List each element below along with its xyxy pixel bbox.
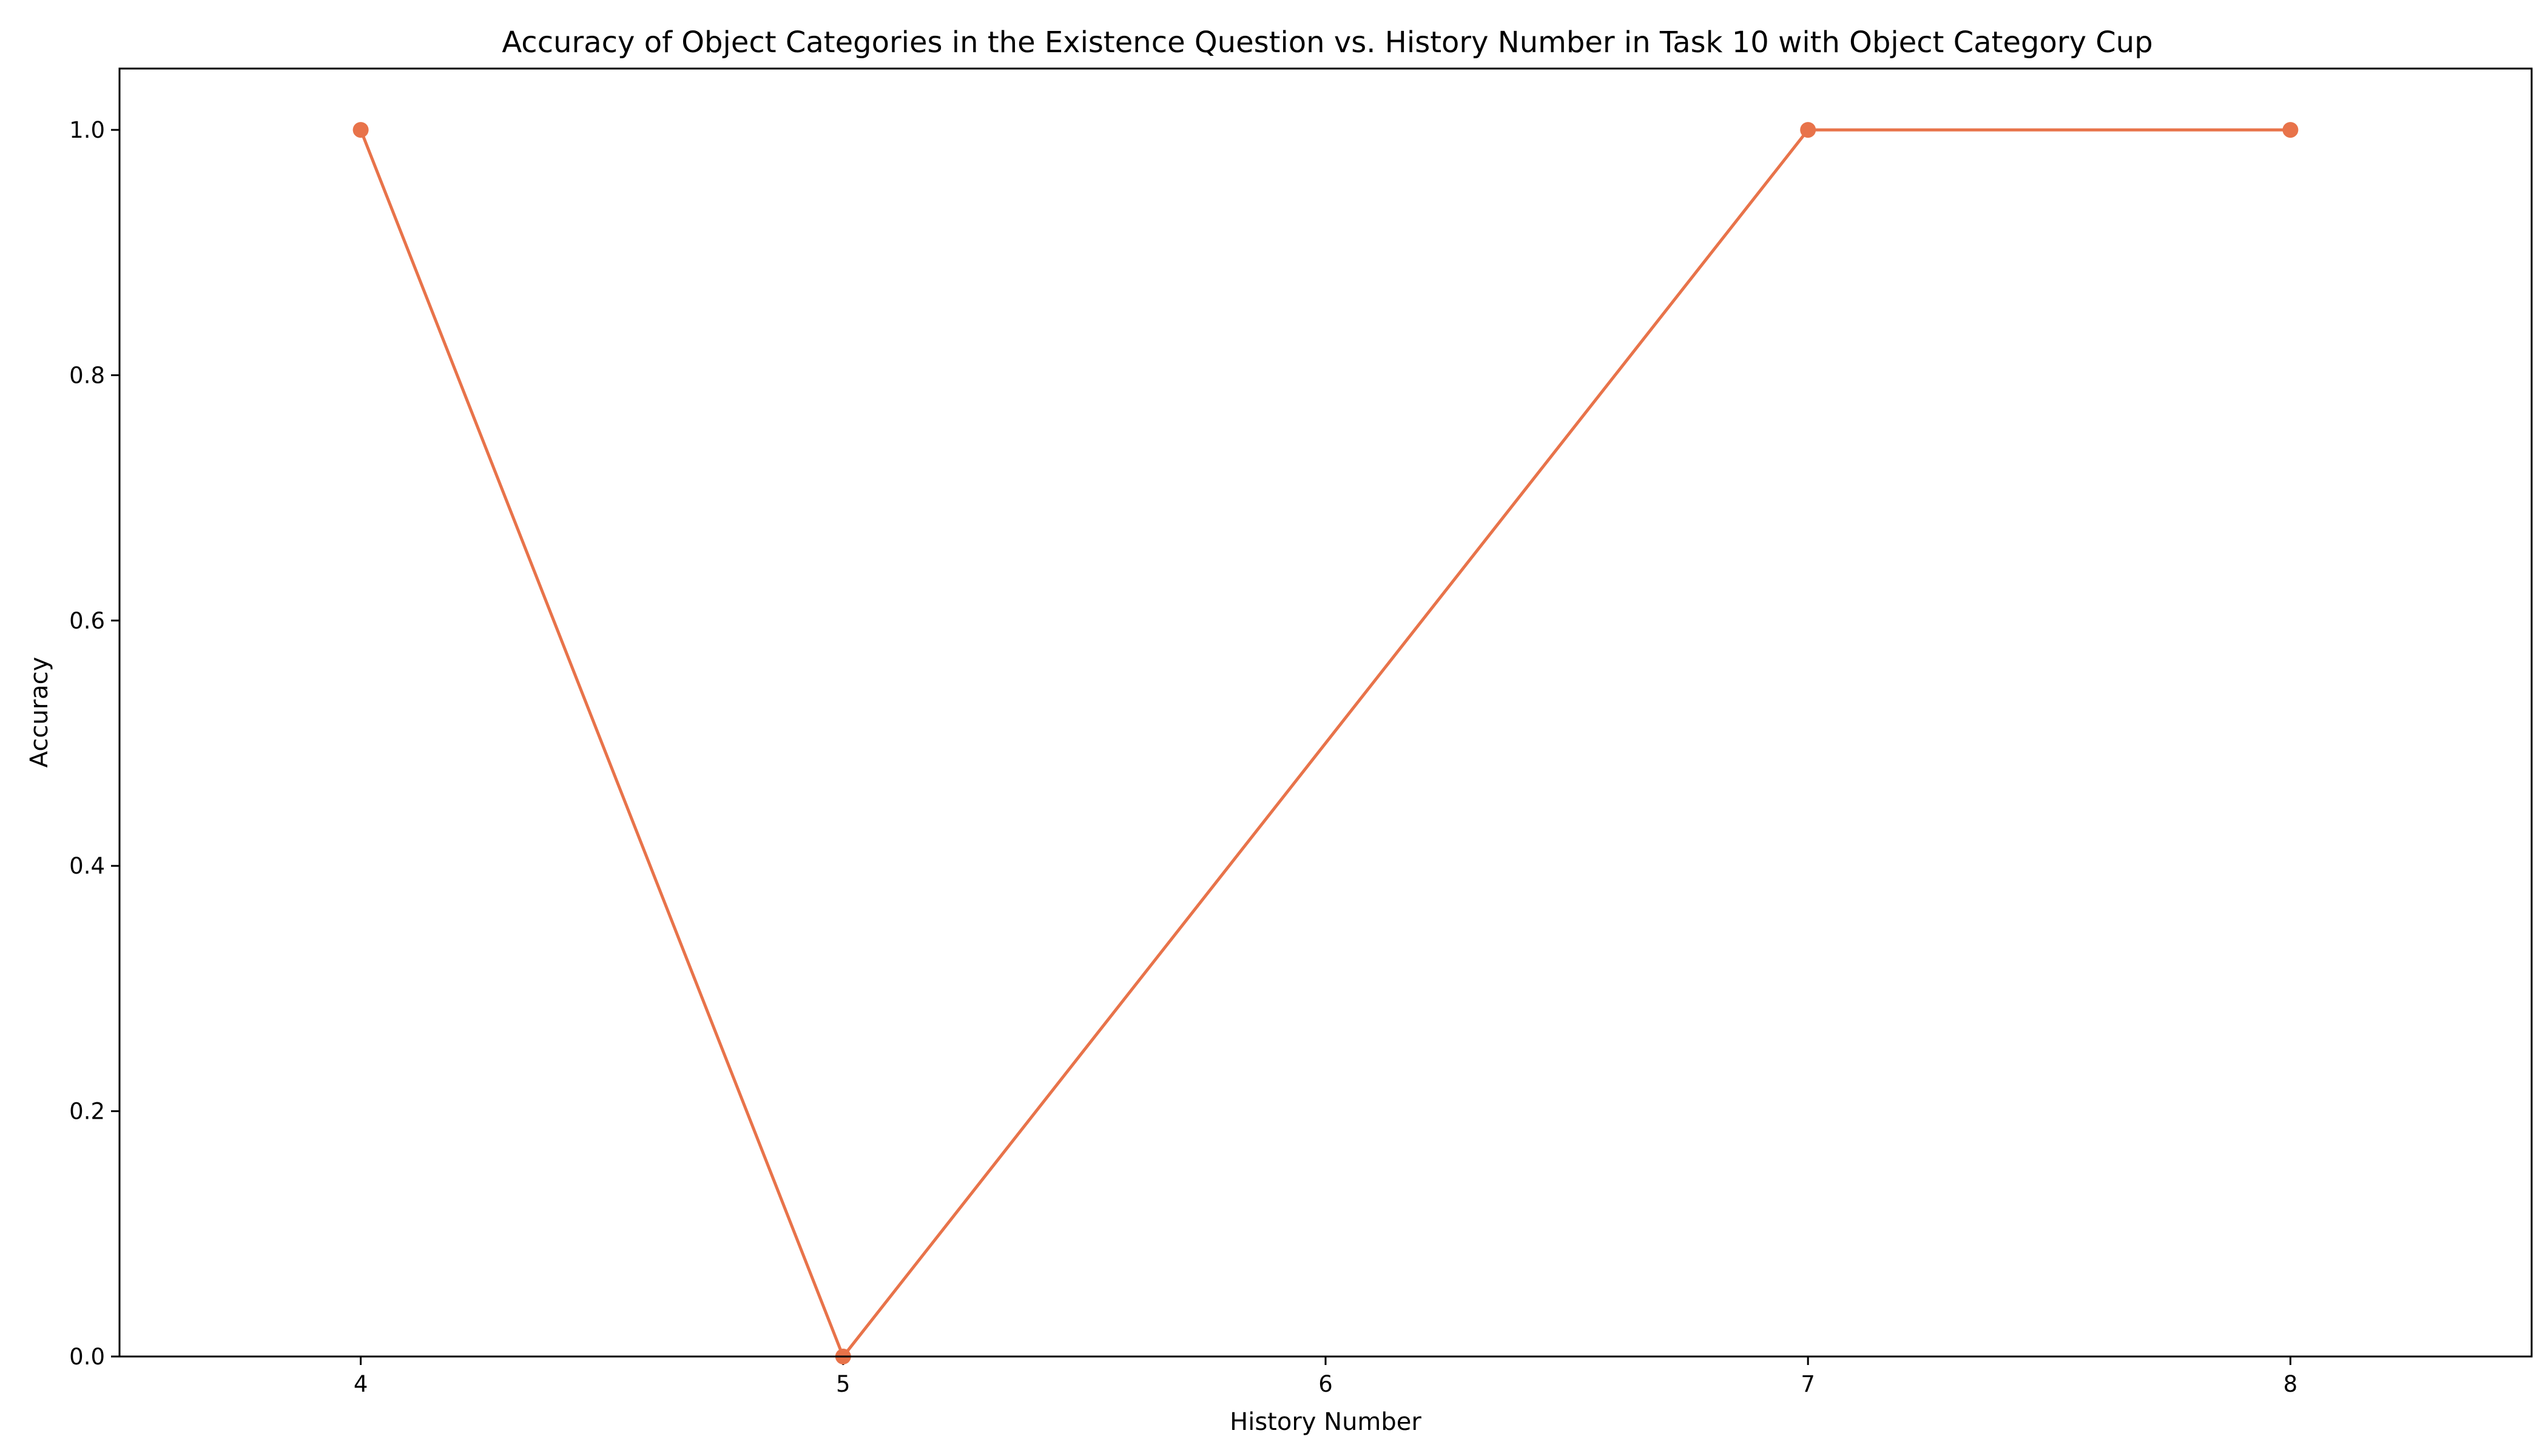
series-layer [352,122,2299,1364]
x-tick-label: 8 [2283,1371,2298,1397]
data-point [352,122,369,138]
y-axis-ticks: 0.0 0.2 0.4 0.6 0.8 1.0 [69,117,120,1370]
x-tick-label: 4 [354,1371,368,1397]
x-tick-label: 7 [1801,1371,1815,1397]
x-tick-label: 6 [1318,1371,1333,1397]
y-tick-label: 1.0 [69,117,105,143]
x-axis-title: History Number [1230,1408,1421,1436]
data-point [1800,122,1816,138]
series-line [359,128,2291,1358]
x-axis-ticks: 4 5 6 7 8 [354,1357,2297,1397]
y-tick-label: 0.2 [69,1099,105,1125]
y-tick-label: 0.6 [69,608,105,634]
axes-frame [118,67,2533,1358]
y-tick-label: 0.4 [69,853,105,879]
x-tick-label: 5 [836,1371,851,1397]
y-tick-label: 0.0 [69,1344,105,1370]
y-tick-label: 0.8 [69,362,105,388]
y-axis-title: Accuracy [25,657,53,768]
chart-title: Accuracy of Object Categories in the Exi… [502,25,2152,59]
data-point [2282,122,2299,138]
